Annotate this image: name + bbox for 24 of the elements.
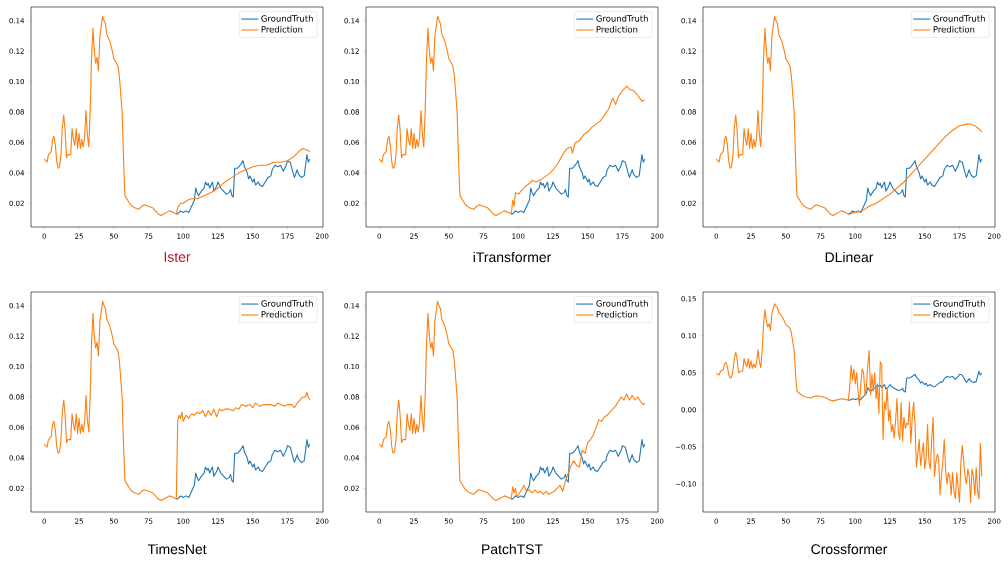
- text: PatchTST: [482, 543, 543, 555]
- text: iTransformer: [473, 251, 552, 263]
- line-series: [510, 439, 646, 500]
- legend-label: GroundTruth: [596, 15, 648, 22]
- legend-label: Prediction: [261, 26, 303, 33]
- line-series: [847, 154, 983, 215]
- legend-label: Prediction: [933, 311, 975, 318]
- legend-label: GroundTruth: [933, 15, 985, 22]
- legend-label: Prediction: [261, 311, 303, 318]
- legend-label: GroundTruth: [261, 15, 313, 22]
- text: DLinear: [825, 251, 874, 263]
- legend-label: GroundTruth: [261, 300, 313, 307]
- legend-label: GroundTruth: [933, 300, 985, 307]
- line-series: [175, 154, 311, 215]
- legend-label: Prediction: [596, 26, 638, 33]
- line-series: [510, 154, 646, 215]
- line-series: [175, 439, 311, 500]
- legend-label: Prediction: [933, 26, 975, 33]
- text: Ister: [164, 252, 191, 262]
- legend-label: GroundTruth: [596, 300, 648, 307]
- line-series: [847, 370, 983, 401]
- text: TimesNet: [147, 543, 207, 555]
- legend-label: Prediction: [596, 311, 638, 318]
- text: Crossformer: [811, 543, 888, 555]
